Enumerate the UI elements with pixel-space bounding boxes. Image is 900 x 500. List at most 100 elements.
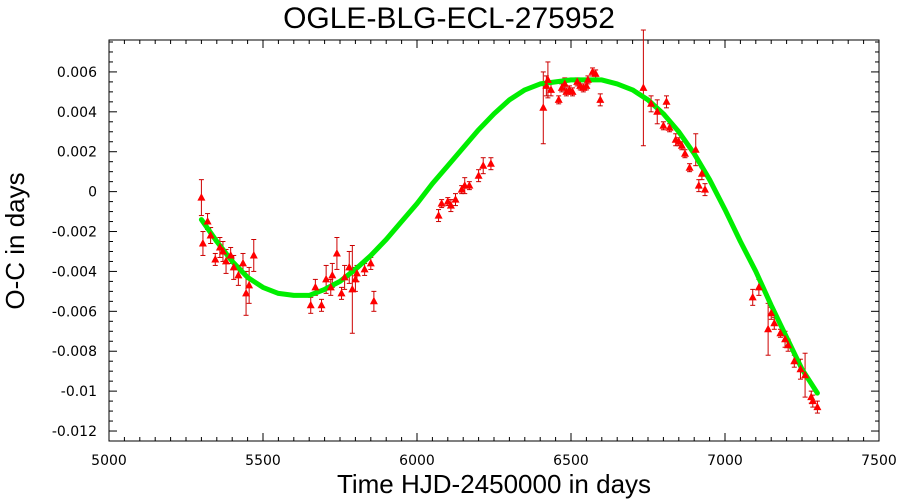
data-point — [479, 161, 488, 169]
data-point — [366, 258, 375, 267]
data-point — [326, 282, 335, 291]
data-point — [781, 334, 790, 343]
data-point — [573, 77, 582, 85]
x-axis-label: Time HJD-2450000 in days — [337, 469, 651, 499]
x-axis: 5000 5500 6000 6500 7000 7500 — [91, 40, 897, 469]
data-point — [701, 185, 709, 193]
data-point — [317, 300, 326, 309]
y-tick-label: -0.004 — [52, 264, 97, 280]
data-point — [784, 340, 793, 349]
data-point — [591, 69, 600, 77]
y-axis-label: O-C in days — [0, 172, 30, 309]
plot-area-border — [108, 39, 880, 442]
data-point — [681, 149, 689, 157]
data-point — [198, 239, 207, 247]
y-tick-label: 0.004 — [57, 105, 97, 121]
data-point — [796, 364, 805, 373]
data-point — [659, 121, 668, 129]
data-point — [560, 79, 569, 87]
data-point — [776, 328, 785, 337]
data-point — [306, 300, 315, 309]
data-point — [229, 262, 238, 271]
data-point — [543, 75, 552, 83]
data-point — [219, 247, 227, 255]
y-tick-label: -0.008 — [52, 344, 97, 360]
data-point — [215, 243, 224, 251]
data-point — [583, 75, 592, 83]
data-point — [311, 282, 320, 291]
y-axis: -0.012 -0.01 -0.008 -0.006 -0.004 -0.002 0 0.00… — [52, 41, 879, 442]
data-point — [446, 201, 455, 209]
data-point — [748, 292, 757, 301]
data-point — [685, 163, 694, 171]
data-point — [694, 181, 703, 189]
data-point — [457, 185, 466, 193]
data-point — [674, 137, 683, 145]
x-tick-label: 7500 — [861, 453, 897, 469]
data-point — [332, 249, 341, 257]
data-point — [486, 159, 495, 167]
x-tick-label: 6500 — [553, 453, 589, 469]
data-point — [562, 87, 571, 95]
data-point — [801, 370, 810, 379]
y-tick-label: 0.006 — [57, 65, 97, 81]
data-point — [222, 256, 230, 265]
data-point — [211, 255, 220, 263]
data-point — [337, 288, 346, 297]
data-point — [197, 193, 206, 201]
x-tick-label: 5000 — [91, 453, 127, 469]
data-point — [547, 85, 555, 93]
data-point — [539, 103, 548, 111]
data-point — [328, 270, 337, 279]
data-point — [557, 83, 566, 91]
data-point — [245, 280, 254, 289]
data-point — [249, 251, 258, 259]
data-point — [542, 81, 551, 89]
data-point — [653, 107, 662, 115]
data-point — [639, 83, 648, 91]
y-tick-label: 0 — [88, 185, 97, 201]
data-point — [351, 274, 360, 283]
data-point — [647, 99, 656, 107]
data-point — [596, 95, 605, 103]
data-point — [790, 356, 799, 365]
x-tick-label: 7000 — [707, 453, 743, 469]
x-tick-label: 6000 — [399, 453, 435, 469]
error-bars — [198, 29, 820, 414]
data-point — [474, 171, 483, 179]
data-point — [239, 258, 247, 267]
data-point — [582, 81, 591, 89]
y-tick-label: -0.002 — [52, 225, 97, 241]
data-point — [665, 123, 674, 131]
data-point — [360, 264, 369, 273]
plot-frame — [108, 39, 880, 442]
data-point — [352, 268, 361, 277]
y-tick-label: -0.012 — [52, 424, 97, 440]
data-point — [242, 288, 251, 297]
data-point — [234, 270, 243, 279]
data-point — [579, 83, 588, 91]
data-point — [348, 284, 357, 293]
data-point — [767, 308, 776, 317]
data-point — [451, 195, 460, 203]
data-point — [322, 274, 331, 283]
data-point — [203, 217, 212, 225]
data-point — [226, 251, 235, 259]
data-point — [697, 169, 706, 177]
chart-title: OGLE-BLG-ECL-275952 — [283, 2, 615, 35]
y-tick-label: -0.01 — [61, 384, 97, 400]
data-point — [465, 181, 474, 189]
data-point — [813, 402, 822, 411]
data-point — [345, 262, 354, 271]
data-point — [677, 141, 686, 149]
data-point — [770, 318, 779, 327]
data-point — [340, 272, 349, 281]
data-point — [369, 296, 378, 305]
data-point — [691, 145, 700, 153]
data-point — [808, 396, 817, 405]
data-point — [437, 199, 446, 207]
data-point — [554, 95, 563, 103]
data-point — [443, 197, 452, 205]
data-point — [764, 324, 773, 333]
